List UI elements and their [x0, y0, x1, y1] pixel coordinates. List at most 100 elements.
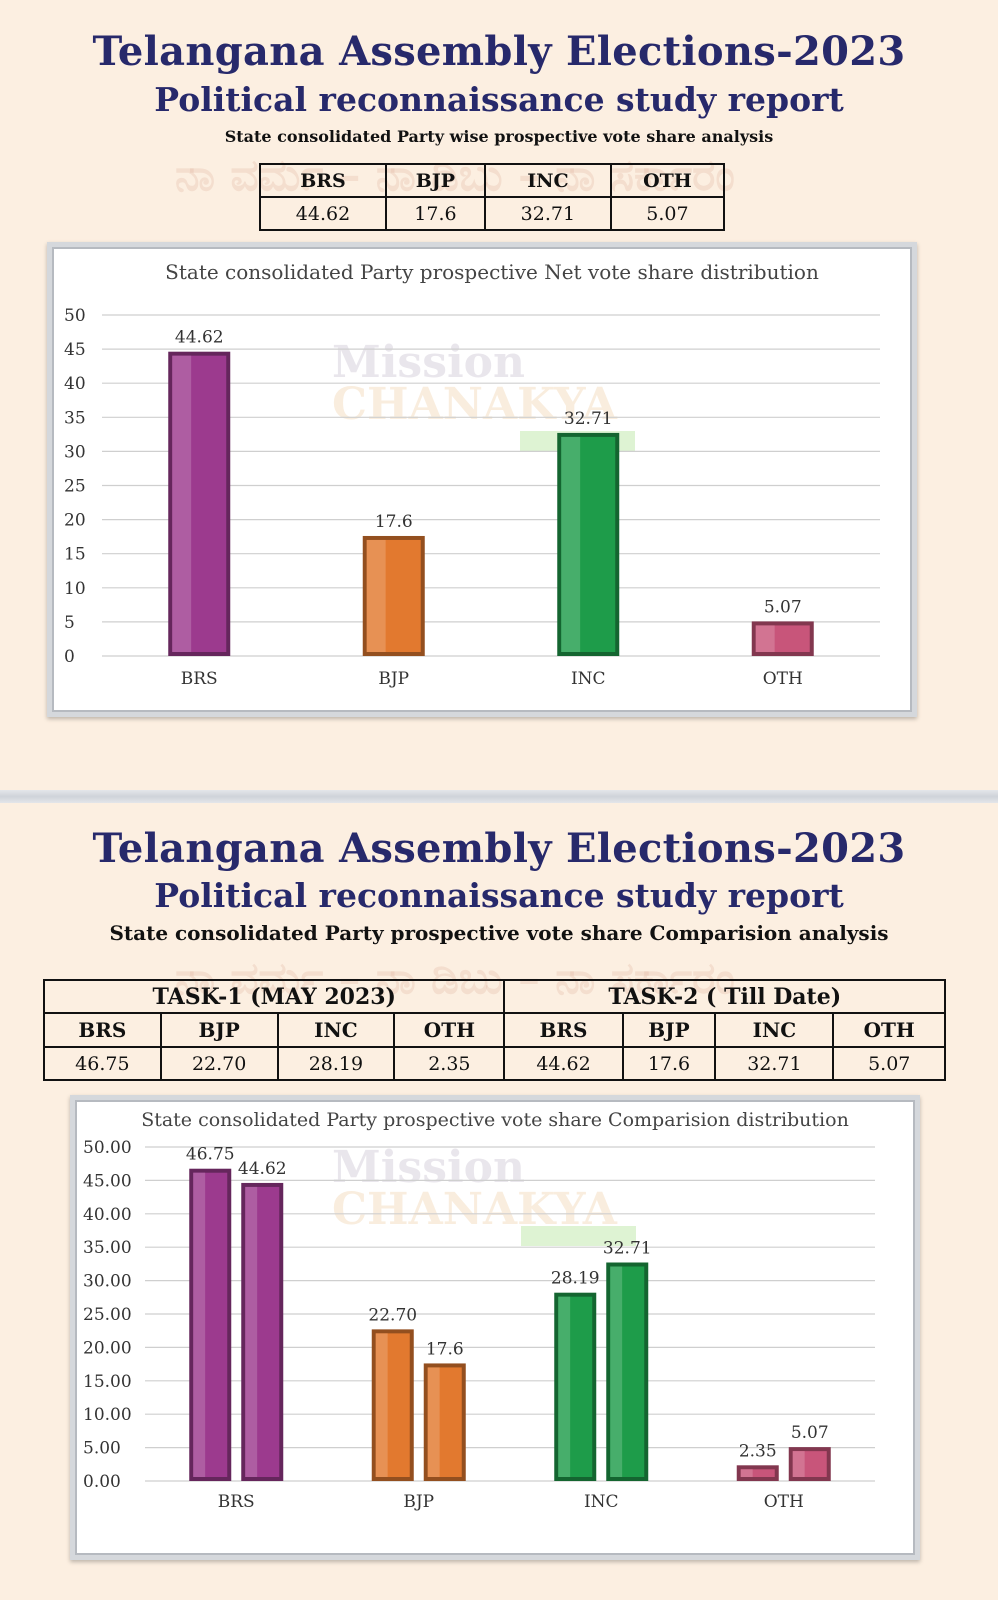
- bar-oth-highlight: [755, 625, 775, 652]
- header-cell-brs: BRS: [43, 1012, 162, 1048]
- bar-oth-s1-inner: [740, 1469, 775, 1477]
- bar-bjp-s1: [371, 1329, 414, 1481]
- page-title: Telangana Assembly Elections-2023: [92, 825, 906, 872]
- value-cell: 5.07: [832, 1046, 946, 1081]
- header-cell-inc: INC: [276, 1012, 396, 1048]
- header-cell-bjp: BJP: [621, 1012, 717, 1048]
- data-label: 32.71: [564, 409, 613, 429]
- comparison-chart: Mission CHANAKYA State consolidated Part…: [83, 1109, 875, 1512]
- task-1-header: TASK-1 (MAY 2023): [42, 979, 506, 1014]
- value-cell-bjp: 17.6: [384, 196, 486, 231]
- value-cell: 32.71: [714, 1046, 835, 1081]
- bar-brs-s1-highlight: [193, 1172, 206, 1477]
- bar-brs-s2-highlight: [245, 1186, 258, 1477]
- value-cell-inc: 32.71: [483, 196, 612, 231]
- table-caption: State consolidated Party wise prospectiv…: [224, 127, 774, 146]
- report-panel-net: ನಾ ವರ್ಮ – ನಾ ಡಿಬು – ನಾ ಸರ್ಕಾರಂ Telangana…: [0, 0, 998, 790]
- table-caption: State consolidated Party prospective vot…: [109, 921, 889, 945]
- data-label: 5.07: [764, 597, 802, 617]
- bar-oth-s1-highlight: [740, 1469, 753, 1477]
- watermark-text: Mission: [332, 1142, 525, 1193]
- table-row: 44.62 17.6 32.71 5.07: [259, 196, 726, 231]
- bar-brs-s2: [241, 1182, 284, 1481]
- x-tick-label: OTH: [763, 669, 803, 689]
- value-cell: 2.35: [393, 1046, 506, 1081]
- y-tick-label: 20: [64, 511, 86, 531]
- bar-bjp-s1-highlight: [375, 1333, 388, 1477]
- table-header-row: BRS BJP INC OTH BRS BJP INC OTH: [43, 1012, 946, 1048]
- y-tick-label: 15: [64, 545, 86, 565]
- bar-oth-s2: [788, 1447, 831, 1481]
- net-vote-share-chart-frame: Mission CHANAKYA State consolidated Part…: [47, 242, 917, 717]
- task-2-header: TASK-2 ( Till Date): [503, 979, 946, 1014]
- y-tick-label: 20.00: [83, 1338, 132, 1358]
- value-cell: 44.62: [503, 1046, 624, 1081]
- x-tick-label: OTH: [764, 1492, 804, 1512]
- y-tick-label: 5.00: [83, 1439, 121, 1459]
- net-vote-share-chart: Mission CHANAKYA State consolidated Part…: [64, 260, 880, 689]
- bar-oth-s2-highlight: [792, 1451, 805, 1477]
- bar-inc-s2: [606, 1262, 649, 1481]
- bar-inc-s2-highlight: [610, 1266, 623, 1477]
- bar-oth: [751, 621, 814, 656]
- bar-bjp-s2-highlight: [427, 1367, 440, 1477]
- bar-inc-s1: [554, 1292, 597, 1481]
- y-tick-label: 25.00: [83, 1305, 132, 1325]
- task-header-row: TASK-1 (MAY 2023) TASK-2 ( Till Date): [42, 979, 946, 1014]
- x-tick-label: BRS: [181, 669, 218, 689]
- comparison-chart-frame: Mission CHANAKYA State consolidated Part…: [70, 1095, 920, 1560]
- y-tick-label: 5: [64, 613, 75, 633]
- data-label: 44.62: [175, 328, 224, 348]
- inc-highlight-band: [521, 1226, 636, 1246]
- x-tick-label: BJP: [378, 669, 409, 689]
- y-tick-label: 30.00: [83, 1272, 132, 1292]
- table-row: 46.75 22.70 28.19 2.35 44.62 17.6 32.71 …: [43, 1046, 946, 1081]
- data-label: 46.75: [186, 1145, 235, 1165]
- y-tick-label: 45: [64, 340, 86, 360]
- data-label: 2.35: [739, 1441, 777, 1461]
- value-cell: 46.75: [43, 1046, 162, 1081]
- bar-inc-s1-highlight: [558, 1296, 571, 1477]
- x-tick-label: INC: [571, 669, 606, 689]
- bar-bjp-highlight: [366, 539, 386, 652]
- data-label: 22.70: [368, 1305, 417, 1325]
- data-label: 28.19: [551, 1269, 600, 1289]
- data-label: 17.6: [375, 512, 413, 532]
- y-tick-label: 0.00: [83, 1472, 121, 1492]
- header-cell-brs: BRS: [259, 163, 387, 198]
- header-cell-bjp: BJP: [384, 163, 486, 198]
- y-tick-label: 50.00: [83, 1138, 132, 1158]
- y-tick-label: 30: [64, 442, 86, 462]
- page-subtitle: Political reconnaissance study report: [154, 80, 844, 119]
- y-tick-label: 25: [64, 477, 86, 497]
- value-cell-brs: 44.62: [259, 196, 387, 231]
- bar-inc-highlight: [561, 436, 581, 652]
- header-cell-inc: INC: [714, 1012, 835, 1048]
- y-tick-label: 0: [64, 647, 75, 667]
- svg-text:CHANAKYA: CHANAKYA: [332, 379, 618, 430]
- comparison-table: TASK-1 (MAY 2023) TASK-2 ( Till Date) BR…: [42, 979, 946, 1081]
- y-tick-label: 10: [64, 579, 86, 599]
- data-label: 17.6: [426, 1339, 464, 1359]
- watermark-text: Mission: [332, 337, 525, 388]
- y-tick-label: 35: [64, 408, 86, 428]
- data-label: 44.62: [238, 1159, 287, 1179]
- watermark-logo: Mission CHANAKYA: [332, 337, 618, 430]
- value-cell: 17.6: [621, 1046, 717, 1081]
- watermark-logo: Mission CHANAKYA: [332, 1142, 618, 1235]
- chart-title: State consolidated Party prospective Net…: [165, 260, 819, 284]
- y-tick-label: 45.00: [83, 1171, 132, 1191]
- vote-share-table: BRS BJP INC OTH 44.62 17.6 32.71 5.07: [259, 163, 726, 231]
- bar-bjp: [362, 535, 425, 656]
- y-tick-label: 50: [64, 306, 86, 326]
- chart-title: State consolidated Party prospective vot…: [141, 1109, 849, 1131]
- bar-brs-s1: [189, 1168, 232, 1481]
- bar-brs: [168, 351, 231, 656]
- value-cell: 28.19: [276, 1046, 396, 1081]
- value-cell: 22.70: [159, 1046, 279, 1081]
- header-cell-bjp: BJP: [159, 1012, 279, 1048]
- bar-bjp-s2: [423, 1363, 466, 1481]
- x-tick-label: BRS: [218, 1492, 255, 1512]
- header-cell-oth: OTH: [832, 1012, 946, 1048]
- table-header-row: BRS BJP INC OTH: [259, 163, 726, 198]
